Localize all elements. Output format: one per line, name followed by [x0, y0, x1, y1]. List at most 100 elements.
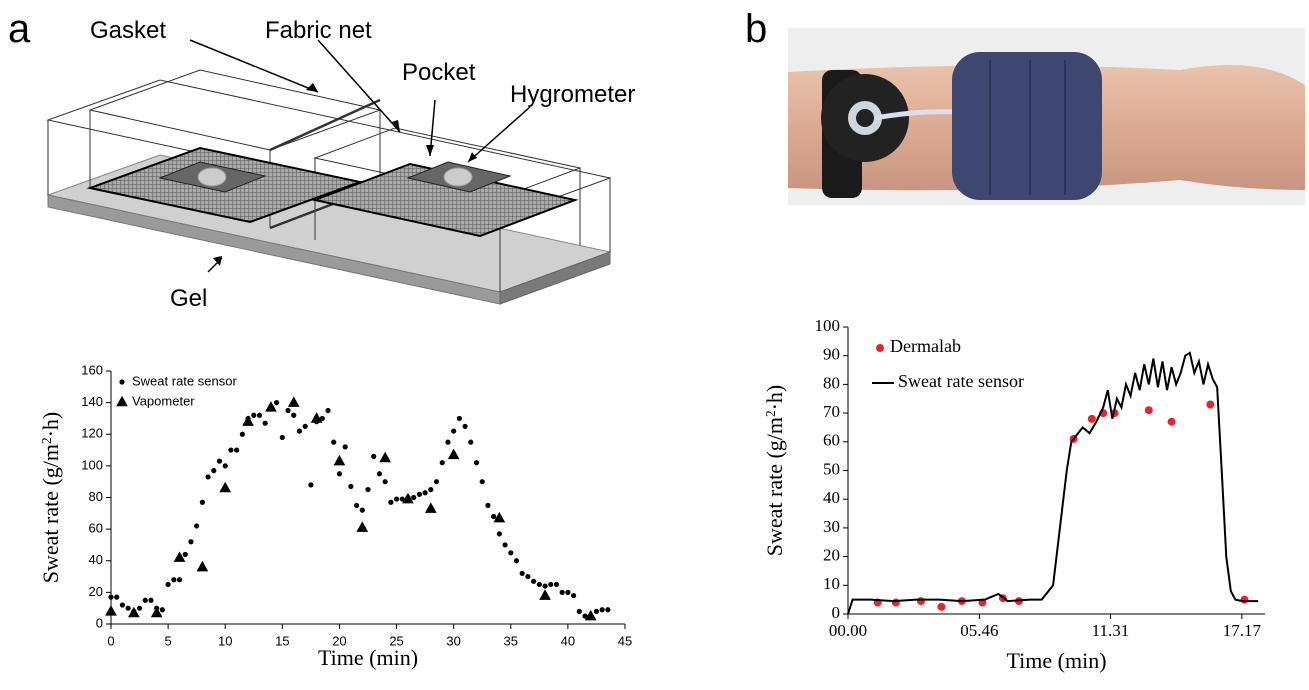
dot-marker	[496, 531, 502, 537]
dot-marker	[382, 479, 388, 485]
dot-marker	[605, 607, 611, 613]
dot-marker	[393, 496, 400, 502]
dot-marker	[108, 594, 114, 600]
dot-marker	[876, 344, 884, 352]
dot-marker	[211, 468, 217, 474]
triangle-marker	[287, 396, 300, 407]
dot-marker	[1240, 595, 1249, 604]
y-tick-label: 50	[823, 459, 840, 478]
dot-marker	[456, 415, 462, 422]
y-tick-label: 80	[89, 489, 103, 504]
dot-marker	[359, 507, 365, 513]
dot-marker	[491, 513, 497, 520]
legend-label: Vapometer	[132, 393, 195, 408]
dot-marker	[319, 415, 325, 422]
dot-marker	[148, 597, 154, 603]
y-tick-label: 90	[823, 345, 840, 364]
triangle-marker	[356, 521, 369, 532]
dot-marker	[411, 494, 417, 501]
dot-marker	[182, 551, 188, 558]
dot-marker	[599, 607, 605, 613]
line	[847, 351, 1259, 615]
series	[108, 400, 611, 619]
x-tick-label: 0	[107, 633, 114, 648]
x-tick-label: 10	[218, 633, 232, 648]
triangle-marker	[310, 412, 323, 423]
x-tick-label: 40	[561, 633, 575, 648]
y-tick-label: 20	[823, 546, 840, 565]
dot-marker	[119, 602, 126, 608]
diagram-label: Gel	[170, 285, 207, 312]
dot-marker	[239, 431, 245, 437]
triangle-marker	[333, 454, 346, 466]
y-tick-label: 80	[823, 373, 840, 392]
dot-marker	[256, 412, 263, 418]
x-tick-label: 20	[332, 633, 346, 648]
triangle-marker	[127, 606, 140, 618]
x-tick-label: 05.46	[960, 621, 998, 640]
dot-marker	[194, 523, 200, 529]
dot-marker	[119, 379, 125, 385]
dot-marker	[302, 423, 308, 429]
y-tick-label: 40	[823, 488, 840, 507]
dot-marker	[445, 439, 451, 445]
dot-marker	[165, 581, 171, 588]
dot-marker	[216, 458, 223, 464]
triangle-marker	[493, 511, 506, 523]
dot-marker	[308, 482, 314, 488]
x-tick-label: 30	[446, 633, 460, 648]
dot-marker	[508, 550, 514, 556]
dot-marker	[348, 483, 354, 490]
dot-marker	[559, 589, 565, 595]
y-tick-label: 30	[823, 517, 840, 536]
panel-label: b	[745, 7, 767, 51]
dot-marker	[531, 578, 537, 584]
y-axis-label-part: 2	[763, 410, 778, 417]
y-axis-label-part: Sweat rate (g/m	[762, 417, 787, 556]
dot-marker	[176, 577, 183, 583]
triangle-marker	[116, 395, 128, 407]
dot-marker	[228, 447, 234, 453]
dot-marker	[553, 581, 560, 588]
dot-marker	[342, 444, 348, 450]
dot-marker	[296, 428, 303, 434]
dot-marker	[519, 570, 525, 577]
dot-marker	[473, 460, 480, 466]
dot-marker	[291, 412, 297, 418]
series	[847, 351, 1259, 615]
y-axis-label: Sweat rate (g/m2·h)	[38, 412, 63, 584]
dot-marker	[136, 605, 143, 611]
triangle-marker	[173, 551, 186, 562]
dot-marker	[582, 613, 588, 619]
triangle-marker	[379, 451, 391, 463]
y-axis-label-part: Sweat rate (g/m	[38, 444, 63, 583]
dot-marker	[1144, 406, 1153, 415]
dot-marker	[428, 486, 434, 493]
y-tick-label: 120	[81, 426, 103, 441]
y-tick-label: 10	[823, 574, 840, 593]
dot-marker	[279, 434, 285, 441]
x-tick-label: 17.17	[1223, 621, 1262, 640]
diagram-label: Fabric net	[265, 17, 372, 44]
dot-marker	[937, 602, 946, 611]
dot-marker	[222, 463, 228, 469]
dot-marker	[439, 460, 445, 466]
dot-marker	[468, 439, 474, 445]
dot-marker	[199, 499, 205, 505]
x-tick-label: 15	[275, 633, 289, 648]
panel-label: a	[8, 7, 31, 51]
dot-marker	[234, 447, 240, 453]
dot-marker	[502, 542, 508, 548]
dot-marker	[388, 499, 394, 505]
triangle-marker	[105, 605, 117, 616]
dot-marker	[462, 423, 468, 429]
triangle-marker	[150, 606, 163, 618]
dot-marker	[451, 428, 457, 434]
series	[105, 396, 597, 621]
triangle-marker	[424, 502, 437, 513]
dot-marker	[376, 471, 383, 477]
x-tick-label: 00.00	[829, 621, 867, 640]
dot-marker	[274, 400, 280, 406]
